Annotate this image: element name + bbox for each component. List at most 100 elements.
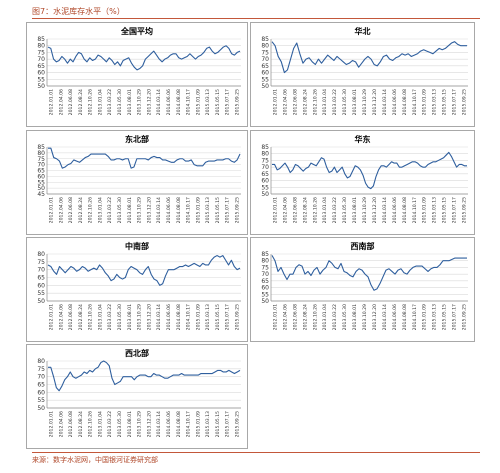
x-tick-label: 2015.01.09 bbox=[195, 304, 201, 330]
x-tick-label: 2014.06.06 bbox=[392, 89, 398, 115]
x-tick-label: 2012.06.08 bbox=[68, 304, 74, 330]
y-tick-label: 50 bbox=[37, 405, 45, 412]
x-tick-label: 2014.03.14 bbox=[382, 304, 388, 330]
x-tick-label: 2013.05.30 bbox=[117, 89, 123, 115]
x-tick-label: 2012.08.24 bbox=[302, 89, 308, 115]
x-tick-label: 2014.03.14 bbox=[156, 411, 162, 437]
x-tick-label: 2014.10.17 bbox=[412, 89, 418, 115]
x-tick-label: 2015.09.25 bbox=[235, 197, 241, 223]
x-tick-label: 2015.05.15 bbox=[442, 304, 448, 330]
x-tick-label: 2012.10.26 bbox=[312, 89, 318, 115]
x-tick-label: 2013.10.29 bbox=[137, 304, 143, 330]
y-tick-label: 80 bbox=[37, 358, 45, 365]
y-tick-label: 75 bbox=[261, 157, 269, 164]
x-tick-label: 2015.05.15 bbox=[215, 304, 221, 330]
x-tick-label: 2013.01.04 bbox=[97, 197, 103, 223]
x-tick-label: 2015.09.25 bbox=[235, 411, 241, 437]
x-tick-label: 2013.10.29 bbox=[362, 89, 368, 115]
x-tick-label: 2013.08.01 bbox=[352, 197, 358, 223]
x-tick-label: 2014.10.17 bbox=[412, 197, 418, 223]
y-tick-label: 50 bbox=[37, 298, 45, 305]
x-tick-label: 2015.07.17 bbox=[452, 197, 458, 223]
x-tick-label: 2013.01.04 bbox=[97, 89, 103, 115]
title-rule bbox=[32, 18, 480, 19]
x-tick-label: 2014.06.06 bbox=[392, 197, 398, 223]
x-tick-label: 2014.06.06 bbox=[166, 411, 172, 437]
x-tick-label: 2015.05.15 bbox=[442, 197, 448, 223]
y-tick-label: 50 bbox=[37, 185, 45, 192]
chart-panel-northwest: 西北部 50 55 60 65 70 75 80 2012.01.01 2012.04.06 201… bbox=[26, 344, 248, 449]
x-tick-label: 2012.01.01 bbox=[273, 89, 279, 115]
x-tick-label: 2015.01.09 bbox=[195, 89, 201, 115]
x-tick-label: 2012.08.24 bbox=[302, 197, 308, 223]
x-tick-label: 2013.03.22 bbox=[107, 197, 113, 223]
chart-title: 西南部 bbox=[351, 241, 375, 251]
x-tick-label: 2013.03.22 bbox=[332, 304, 338, 330]
y-tick-label: 55 bbox=[261, 184, 269, 191]
y-tick-label: 70 bbox=[37, 267, 45, 274]
x-tick-label: 2012.04.06 bbox=[58, 197, 64, 223]
y-tick-label: 60 bbox=[37, 282, 45, 289]
chart-title: 西北部 bbox=[125, 348, 149, 358]
x-tick-label: 2012.10.26 bbox=[88, 197, 94, 223]
source-rule bbox=[32, 452, 480, 453]
x-tick-label: 2015.07.17 bbox=[225, 411, 231, 437]
y-tick-label: 70 bbox=[261, 164, 269, 171]
x-tick-label: 2015.03.13 bbox=[205, 197, 211, 223]
x-tick-label: 2015.01.09 bbox=[195, 197, 201, 223]
x-tick-label: 2012.06.08 bbox=[292, 89, 298, 115]
x-tick-label: 2013.12.20 bbox=[372, 89, 378, 115]
y-tick-label: 75 bbox=[37, 366, 45, 373]
x-tick-label: 2012.08.24 bbox=[78, 304, 84, 330]
x-tick-label: 2012.06.08 bbox=[292, 197, 298, 223]
x-tick-label: 2013.10.29 bbox=[137, 89, 143, 115]
x-tick-label: 2013.03.22 bbox=[332, 89, 338, 115]
x-tick-label: 2014.03.14 bbox=[156, 197, 162, 223]
x-tick-label: 2012.01.01 bbox=[49, 411, 55, 437]
x-tick-label: 2013.12.20 bbox=[146, 411, 152, 437]
y-tick-label: 80 bbox=[37, 43, 45, 50]
chart-panel-central-south: 中南部 50 55 60 65 70 75 80 2012.01.01 2012.04.06 201… bbox=[26, 237, 248, 342]
x-tick-label: 2013.08.01 bbox=[352, 304, 358, 330]
x-tick-label: 2012.04.06 bbox=[58, 89, 64, 115]
x-tick-label: 2014.03.14 bbox=[156, 304, 162, 330]
x-tick-label: 2014.03.14 bbox=[382, 197, 388, 223]
x-tick-label: 2015.07.17 bbox=[225, 304, 231, 330]
y-tick-label: 60 bbox=[261, 285, 269, 292]
x-tick-label: 2013.01.04 bbox=[322, 197, 328, 223]
x-tick-label: 2015.05.15 bbox=[442, 89, 448, 115]
x-tick-label: 2013.12.20 bbox=[146, 89, 152, 115]
y-tick-label: 50 bbox=[37, 83, 45, 90]
x-tick-label: 2012.04.06 bbox=[58, 304, 64, 330]
x-tick-label: 2013.01.04 bbox=[322, 89, 328, 115]
source-note: 来源：数字水泥网，中国银河证券研究部 bbox=[32, 456, 158, 464]
x-tick-label: 2015.07.17 bbox=[225, 89, 231, 115]
x-tick-label: 2013.05.30 bbox=[342, 89, 348, 115]
x-tick-label: 2012.08.24 bbox=[302, 304, 308, 330]
y-tick-label: 65 bbox=[261, 171, 269, 178]
x-tick-label: 2013.05.30 bbox=[342, 304, 348, 330]
x-tick-label: 2014.08.08 bbox=[402, 304, 408, 330]
y-tick-label: 75 bbox=[37, 259, 45, 266]
y-tick-label: 45 bbox=[37, 191, 45, 198]
x-tick-label: 2014.08.08 bbox=[402, 89, 408, 115]
x-tick-label: 2013.10.29 bbox=[362, 304, 368, 330]
x-tick-label: 2014.08.08 bbox=[176, 197, 182, 223]
y-tick-label: 65 bbox=[37, 168, 45, 175]
chart-title: 华北 bbox=[355, 26, 371, 36]
x-tick-label: 2015.09.25 bbox=[235, 304, 241, 330]
y-tick-label: 80 bbox=[261, 43, 269, 50]
x-tick-label: 2012.08.24 bbox=[78, 411, 84, 437]
chart-panel-southwest: 西南部 50 55 60 65 70 75 80 85 2012.01.01 2012.04.06 2… bbox=[250, 237, 475, 342]
x-tick-label: 2013.12.20 bbox=[146, 304, 152, 330]
chart-panel-east: 华东 50 55 60 65 70 75 80 85 2012.01.01 2012.04.06 20… bbox=[250, 130, 475, 235]
x-tick-label: 2014.10.17 bbox=[186, 304, 192, 330]
x-tick-label: 2012.04.06 bbox=[282, 197, 288, 223]
y-tick-label: 50 bbox=[261, 298, 269, 305]
x-tick-label: 2013.10.29 bbox=[137, 197, 143, 223]
y-tick-label: 65 bbox=[37, 275, 45, 282]
x-tick-label: 2012.06.08 bbox=[292, 304, 298, 330]
